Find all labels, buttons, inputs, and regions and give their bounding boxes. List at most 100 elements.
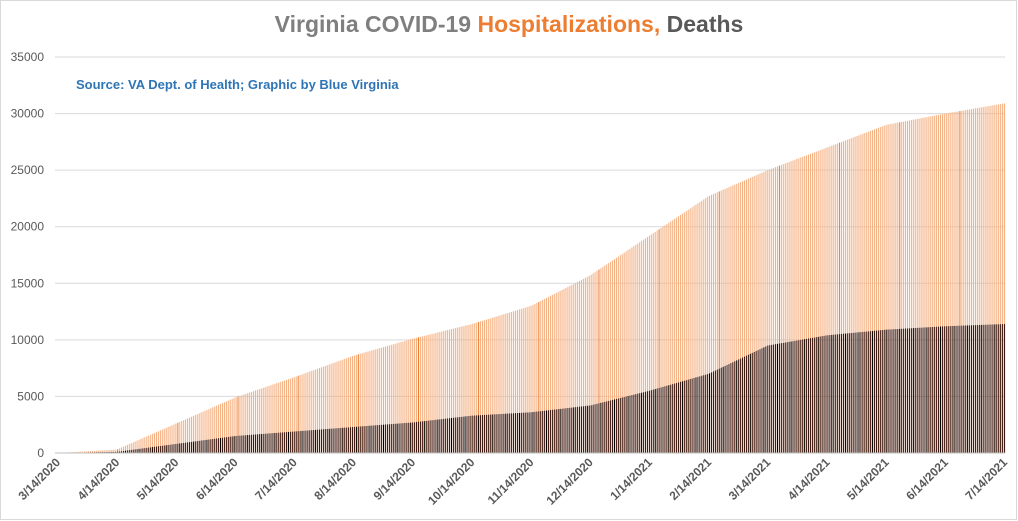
hospitalizations-bar (586, 276, 588, 453)
hospitalizations-bar (516, 310, 518, 453)
deaths-bar (348, 427, 350, 453)
deaths-bar (458, 417, 460, 453)
hospitalizations-bar (305, 372, 307, 453)
deaths-bar (532, 412, 534, 453)
hospitalizations-bar (612, 260, 614, 453)
deaths-bar (953, 325, 955, 453)
deaths-bar (350, 427, 352, 453)
deaths-bar (730, 363, 732, 453)
hospitalizations-bar (447, 330, 449, 453)
hospitalizations-bar (823, 148, 825, 453)
deaths-bar (773, 344, 775, 453)
hospitalizations-bar (743, 180, 746, 454)
deaths-bar (592, 404, 594, 453)
hospitalizations-bar (322, 366, 324, 453)
deaths-bar (905, 328, 907, 453)
deaths-bar (452, 417, 454, 453)
deaths-bar (317, 429, 319, 453)
deaths-bar (396, 423, 398, 453)
deaths-bar (668, 385, 670, 453)
deaths-bar (918, 327, 920, 453)
deaths-bar (848, 333, 850, 453)
deaths-bar (154, 446, 156, 453)
hospitalizations-bar (309, 371, 311, 453)
hospitalizations-bar (677, 216, 680, 453)
hospitalizations-bar (538, 301, 540, 453)
hospitalizations-bar (635, 244, 637, 453)
hospitalizations-bar (101, 450, 103, 453)
hospitalizations-bar (685, 211, 687, 453)
hospitalizations-bar (776, 166, 779, 453)
hospitalizations-bar (842, 141, 844, 454)
x-tick-label: 9/14/2020 (371, 455, 419, 503)
hospitalizations-bar (350, 356, 352, 453)
hospitalizations-bar (169, 426, 171, 453)
deaths-bar (384, 424, 387, 453)
hospitalizations-bar (231, 398, 233, 453)
deaths-bar (949, 326, 951, 453)
hospitalizations-bar (379, 348, 381, 453)
deaths-bar (992, 324, 994, 453)
hospitalizations-bar (192, 415, 194, 453)
hospitalizations-bar (751, 176, 753, 454)
hospitalizations-bar (429, 334, 431, 453)
deaths-bar (284, 432, 286, 453)
hospitalizations-bar (740, 182, 742, 453)
deaths-bar (270, 433, 272, 453)
hospitalizations-bar (551, 294, 553, 453)
deaths-bar (666, 385, 668, 453)
hospitalizations-bar (398, 342, 400, 453)
deaths-bar (326, 428, 328, 453)
deaths-bar (416, 422, 418, 453)
deaths-bar (771, 344, 773, 453)
hospitalizations-bar (458, 327, 460, 453)
hospitalizations-bar (860, 134, 862, 453)
hospitalizations-bar (582, 278, 584, 453)
deaths-bar (239, 435, 241, 453)
hospitalizations-bar (472, 323, 474, 453)
deaths-bar (549, 410, 551, 453)
hospitalizations-bar (825, 147, 827, 453)
hospitalizations-bar (641, 240, 643, 453)
deaths-bar (220, 437, 222, 453)
deaths-bar (441, 419, 443, 453)
deaths-bar (961, 325, 963, 453)
deaths-bar (980, 324, 982, 453)
hospitalizations-bar (171, 425, 173, 453)
deaths-bar (844, 333, 846, 453)
hospitalizations-bar (976, 108, 978, 453)
hospitalizations-bar (864, 133, 866, 453)
hospitalizations-bar (284, 380, 286, 453)
hospitalizations-bar (371, 350, 373, 453)
hospitalizations-bar (406, 340, 408, 453)
deaths-bar (615, 398, 617, 453)
hospitalizations-bar (961, 110, 963, 453)
deaths-bar (897, 329, 899, 453)
hospitalizations-bar (320, 367, 322, 453)
hospitalizations-bar (670, 221, 672, 453)
deaths-bar (113, 451, 115, 453)
hospitalizations-bar (431, 333, 433, 453)
deaths-bar (157, 446, 159, 453)
deaths-bar (466, 416, 468, 453)
deaths-bar (712, 371, 714, 453)
x-tick-label: 8/14/2020 (311, 455, 359, 503)
deaths-bar (652, 389, 654, 453)
hospitalizations-bar (901, 121, 903, 453)
hospitalizations-bar (526, 307, 528, 453)
deaths-bar (439, 419, 441, 453)
y-tick-label: 10000 (11, 333, 45, 347)
hospitalizations-bar (928, 116, 930, 454)
hospitalizations-bar (369, 350, 371, 453)
hospitalizations-bar (313, 370, 315, 453)
y-tick-label: 5000 (17, 389, 44, 403)
hospitalizations-bar (427, 334, 429, 453)
deaths-bar (229, 436, 231, 453)
deaths-bar (169, 444, 171, 453)
hospitalizations-bar (460, 326, 462, 453)
hospitalizations-bar (214, 406, 216, 453)
hospitalizations-bar (963, 110, 965, 453)
deaths-bar (780, 343, 782, 453)
hospitalizations-bar (175, 423, 177, 453)
deaths-bar (480, 415, 482, 453)
